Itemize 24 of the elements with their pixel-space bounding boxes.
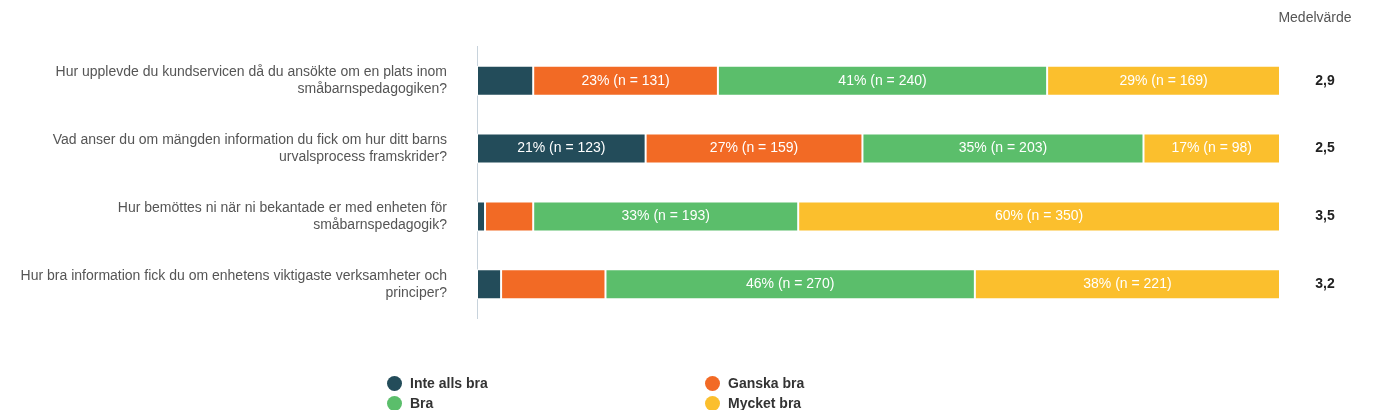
legend-label: Mycket bra bbox=[728, 395, 802, 410]
data-label: 21% (n = 123) bbox=[517, 139, 606, 156]
legend-label: Bra bbox=[410, 395, 434, 410]
text: 3,5 bbox=[1315, 207, 1335, 224]
y-tick-label: Vad anser du om mängden information du fick om hur ditt barns urvalsprocess framskrider? bbox=[52, 131, 448, 164]
data-label: 46% (n = 270) bbox=[746, 275, 835, 292]
y-tick-label: Hur bra information fick du om enhetens viktigaste verksamheter och principer? bbox=[20, 266, 448, 300]
data-label: 33% (n = 193) bbox=[621, 207, 710, 224]
data-label: 17% (n = 98) bbox=[1171, 139, 1253, 156]
legend-label: Inte alls bra bbox=[410, 375, 488, 391]
y-tick-label: Hur upplevde du kundservicen då du ansökte om en plats inom småbarnspedagogiken? bbox=[55, 63, 448, 96]
data-label: 38% (n = 221) bbox=[1083, 275, 1172, 292]
text: 2,5 bbox=[1315, 139, 1335, 156]
data-label: 27% (n = 159) bbox=[709, 139, 799, 156]
text: 3,2 bbox=[1315, 275, 1335, 292]
data-label: 23% (n = 131) bbox=[581, 71, 670, 88]
y-tick-label: Hur bemöttes ni när ni bekantade er med enheten för småbarnspedagogik? bbox=[117, 198, 448, 232]
text: Medelvärde bbox=[1278, 8, 1352, 25]
data-label: 35% (n = 203) bbox=[958, 139, 1048, 156]
data-label: 41% (n = 240) bbox=[838, 71, 927, 88]
data-label: 60% (n = 350) bbox=[994, 207, 1084, 224]
data-label: 29% (n = 169) bbox=[1119, 71, 1208, 88]
legend-label: Ganska bra bbox=[728, 375, 805, 391]
text: 2,9 bbox=[1315, 71, 1335, 88]
